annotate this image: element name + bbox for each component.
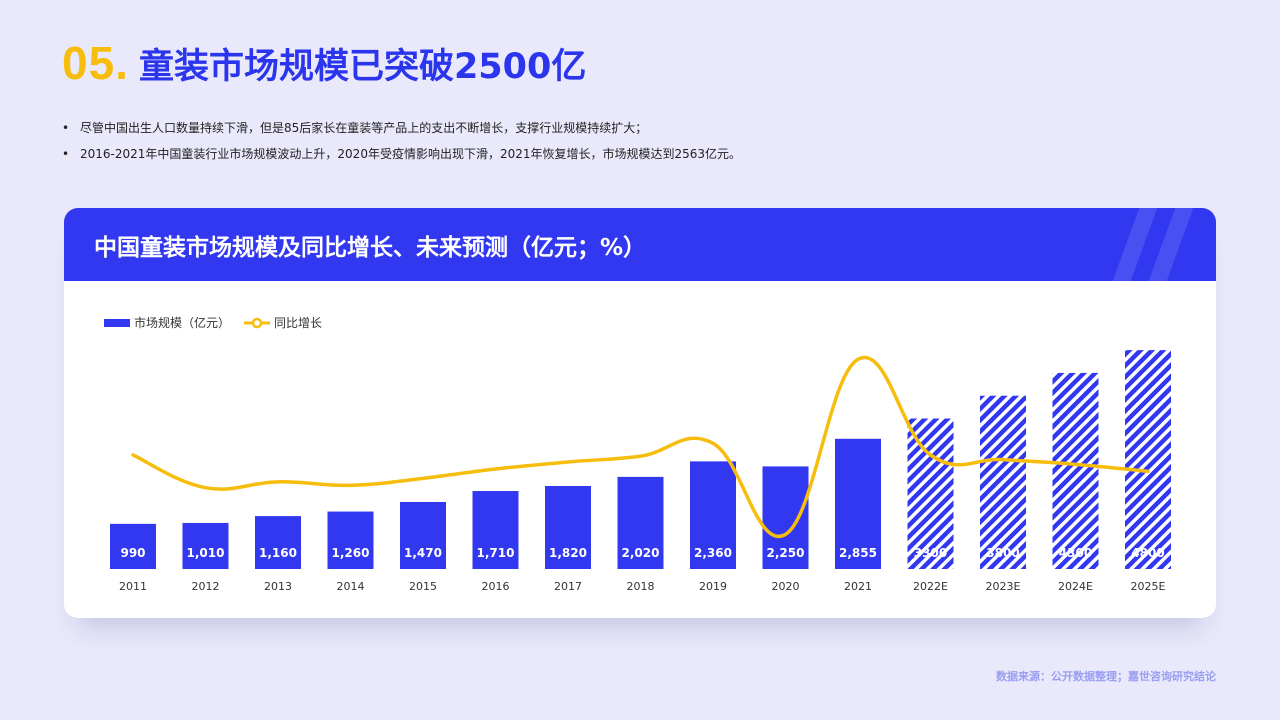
legend-line-label: 同比增长 bbox=[274, 316, 322, 330]
x-tick-label: 2021 bbox=[844, 580, 872, 593]
bar bbox=[545, 486, 591, 569]
legend-bar-swatch bbox=[104, 319, 130, 327]
chart-panel-header: 中国童装市场规模及同比增长、未来预测（亿元；%） bbox=[64, 208, 1216, 281]
market-size-chart: 市场规模（亿元） 同比增长 990 1,010 1,160 1,260 1,470 1,7… bbox=[104, 315, 1171, 593]
chart-panel: 中国童装市场规模及同比增长、未来预测（亿元；%） 市场规模（亿元） 同比增长 9… bbox=[64, 208, 1216, 618]
x-tick-label: 2016 bbox=[482, 580, 510, 593]
bar bbox=[690, 461, 736, 569]
x-tick-label: 2025E bbox=[1131, 580, 1166, 593]
x-tick-label: 2015 bbox=[409, 580, 437, 593]
bullet-item: 2016-2021年中国童装行业市场规模波动上升，2020年受疫情影响出现下滑，… bbox=[62, 144, 741, 170]
x-tick-label: 2017 bbox=[554, 580, 582, 593]
header-stripe-decoration bbox=[1148, 208, 1194, 281]
page-title: 05. 童装市场规模已突破2500亿 bbox=[62, 36, 586, 90]
bar bbox=[762, 466, 809, 569]
bar-value-label: 2,020 bbox=[622, 546, 660, 560]
bar-value-label: 2,855 bbox=[839, 546, 877, 560]
x-tick-label: 2018 bbox=[627, 580, 655, 593]
x-tick-label: 2014 bbox=[337, 580, 365, 593]
legend-bar-label: 市场规模（亿元） bbox=[134, 315, 230, 330]
bar-value-label: 1,160 bbox=[259, 546, 297, 560]
bar bbox=[835, 438, 881, 569]
bar-value-label: 1,260 bbox=[332, 546, 370, 560]
bar-value-label: 1,470 bbox=[404, 546, 442, 560]
section-number: 05. bbox=[62, 37, 129, 89]
x-tick-label: 2023E bbox=[986, 580, 1021, 593]
bar-value-label: 2,250 bbox=[767, 546, 805, 560]
bar-value-label: 1,010 bbox=[187, 546, 225, 560]
header-stripe-decoration bbox=[1112, 208, 1158, 281]
x-tick-label: 2011 bbox=[119, 580, 147, 593]
bar bbox=[472, 491, 519, 569]
x-tick-label: 2024E bbox=[1058, 580, 1093, 593]
bar-value-label: 3300 bbox=[914, 546, 947, 560]
summary-bullets: 尽管中国出生人口数量持续下滑，但是85后家长在童装等产品上的支出不断增长，支撑行… bbox=[62, 118, 741, 170]
x-tick-label: 2019 bbox=[699, 580, 727, 593]
forecast-bar bbox=[907, 418, 954, 569]
bar bbox=[327, 511, 374, 569]
bar-value-label: 1,710 bbox=[477, 546, 515, 560]
bar bbox=[110, 523, 156, 569]
x-tick-label: 2020 bbox=[772, 580, 800, 593]
x-tick-label: 2022E bbox=[913, 580, 948, 593]
page-heading: 童装市场规模已突破2500亿 bbox=[138, 46, 587, 87]
x-tick-label: 2013 bbox=[264, 580, 292, 593]
bullet-item: 尽管中国出生人口数量持续下滑，但是85后家长在童装等产品上的支出不断增长，支撑行… bbox=[62, 118, 741, 144]
chart-title: 中国童装市场规模及同比增长、未来预测（亿元；%） bbox=[94, 235, 647, 261]
bar-value-label: 4300 bbox=[1059, 546, 1092, 560]
bar bbox=[255, 516, 301, 569]
bar-value-label: 990 bbox=[120, 546, 145, 560]
bar bbox=[182, 522, 229, 569]
chart-legend: 市场规模（亿元） 同比增长 bbox=[104, 315, 322, 330]
bar-value-label: 4800 bbox=[1131, 546, 1164, 560]
bar bbox=[617, 476, 664, 569]
forecast-bar bbox=[1052, 372, 1099, 569]
bar bbox=[400, 501, 446, 569]
forecast-bar bbox=[980, 395, 1026, 569]
bar-value-label: 1,820 bbox=[549, 546, 587, 560]
growth-rate-line bbox=[131, 355, 1150, 539]
data-source-note: 数据来源：公开数据整理；嘉世咨询研究结论 bbox=[996, 670, 1216, 683]
legend-line-marker bbox=[251, 317, 263, 329]
x-tick-label: 2012 bbox=[192, 580, 220, 593]
bar-value-label: 2,360 bbox=[694, 546, 732, 560]
bar-value-label: 3800 bbox=[986, 546, 1019, 560]
forecast-bar bbox=[1125, 350, 1171, 569]
